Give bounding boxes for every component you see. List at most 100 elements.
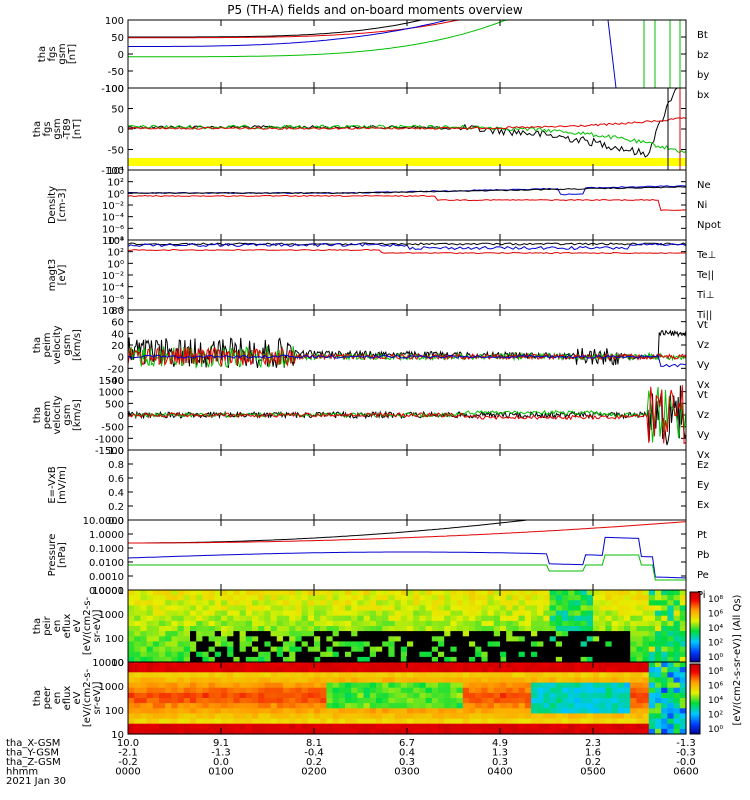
colorbar-tick: 10⁰ [708,725,723,735]
colorbar-segment [690,700,700,703]
legend-pi: Pi [697,590,706,601]
y-axis-label: tha [32,618,43,634]
x-tick-label: -2.1 [118,748,138,759]
colorbar-segment [690,656,700,659]
y-axis-label: tha [37,46,48,62]
legend-pt: Pt [697,530,707,541]
colorbar-segment [690,639,700,642]
y-axis-label: fgs [42,121,53,136]
y-tick-label: 10⁴ [107,166,124,177]
legend-pb: Pb [697,550,709,561]
colorbar-tick: 10⁶ [708,610,723,620]
colorbar-segment [690,723,700,726]
y-axis-label: eflux [62,614,73,639]
y-axis-label: en [52,692,63,705]
colorbar-segment [690,627,700,630]
y-tick-label: 100 [105,634,124,645]
legend-vy: Vy [697,360,710,371]
colorbar-tick: 10⁸ [708,595,723,605]
legend-ni: Ni [697,200,707,211]
colorbar-segment [690,634,700,637]
series-vy [127,386,687,443]
y-tick-label: 10⁻⁶ [102,224,124,235]
colorbar-segment [690,623,700,626]
colorbar-segment [690,686,700,689]
x-tick-label: 0.3 [492,757,508,768]
y-tick-label: 10 [111,658,124,669]
x-row-label: tha_Z-GSM [6,757,61,768]
y-tick-label: 40 [111,329,124,340]
colorbar-segment [690,695,700,698]
x-tick-label: -1.3 [211,748,231,759]
colorbar-segment [690,671,700,674]
y-axis-label: velocity [52,395,63,434]
series-teperp [128,248,687,255]
colorbar-segment [690,620,700,623]
colorbar-segment [690,625,700,628]
legend-bz: bz [697,50,709,61]
y-axis-label: E=-VxB [47,466,58,503]
colorbar-segment [690,685,700,688]
y-axis-label: [km/s] [72,329,83,361]
colorbar-segment [690,728,700,731]
colorbar-segment [690,727,700,730]
colorbar-segment [690,688,700,691]
series-pi [127,536,687,579]
y-axis-label: sr-eV)] [92,609,103,642]
x-tick-label: 10.0 [117,738,139,749]
y-tick-label: 10² [107,248,124,259]
legend-pe: Pe [697,570,709,581]
y-tick-label: 0.4 [108,488,124,499]
colorbar-segment [690,669,700,672]
colorbar-segment [690,614,700,617]
y-axis-label: [nPa] [57,542,68,568]
colorbar-segment [690,667,700,670]
legend-vt: Vt [697,390,708,401]
x-tick-label: 2.3 [585,738,601,749]
series-vz [127,346,687,368]
x-tick-label: -0.2 [118,757,138,768]
y-axis-label: [eV/(cm2-s- [82,597,93,656]
date-label: 2021 Jan 30 [6,776,66,787]
legend-bx: bx [697,90,709,101]
colorbar-segment [690,653,700,656]
y-axis-label: eV [72,619,83,632]
x-tick-label: 0100 [208,767,233,778]
x-tick-label: 0300 [394,767,419,778]
colorbar-segment [690,616,700,619]
y-tick-label: 1000 [99,610,124,621]
colorbar-segment [690,730,700,733]
colorbar-segment [690,613,700,616]
legend-ti: Ti⊥ [696,290,714,301]
colorbar-segment [690,711,700,714]
panel-9: tha peir en eflux eV [eV/(cm2-s-sr-eV)]100001… [32,586,686,669]
colorbar-segment [690,725,700,728]
colorbar-segment [690,621,700,624]
legend-bt: Bt [697,30,708,41]
y-tick-label: 0.2 [108,502,124,513]
colorbar-segment [690,674,700,677]
y-axis-label: peir [42,615,53,635]
colorbar-segment [690,665,700,668]
y-tick-label: 0 [118,50,124,61]
x-tick-label: 0000 [115,767,140,778]
colorbar-segment [690,658,700,661]
colorbar-segment [690,697,700,700]
y-tick-label: 100 [105,84,124,95]
y-axis-label: [nT] [67,44,78,64]
colorbar-segment [690,637,700,640]
y-axis-label: peim [42,332,53,357]
x-tick-label: 1.6 [585,748,601,759]
legend-vz: Vz [697,340,709,351]
colorbar-segment [690,693,700,696]
x-tick-label: 4.9 [492,738,508,749]
colorbar-segment [690,707,700,710]
colorbar-segment [690,642,700,645]
colorbar-segment [690,606,700,609]
colorbar-segment [690,630,700,633]
colorbar-label: [eV/(cm2-s-sr-eV)] (All Qs) [732,594,743,725]
y-tick-label: 0 [118,353,124,364]
series-vt [127,385,687,446]
y-tick-label: 1000 [99,388,124,399]
colorbar-tick: 10⁴ [708,624,723,634]
